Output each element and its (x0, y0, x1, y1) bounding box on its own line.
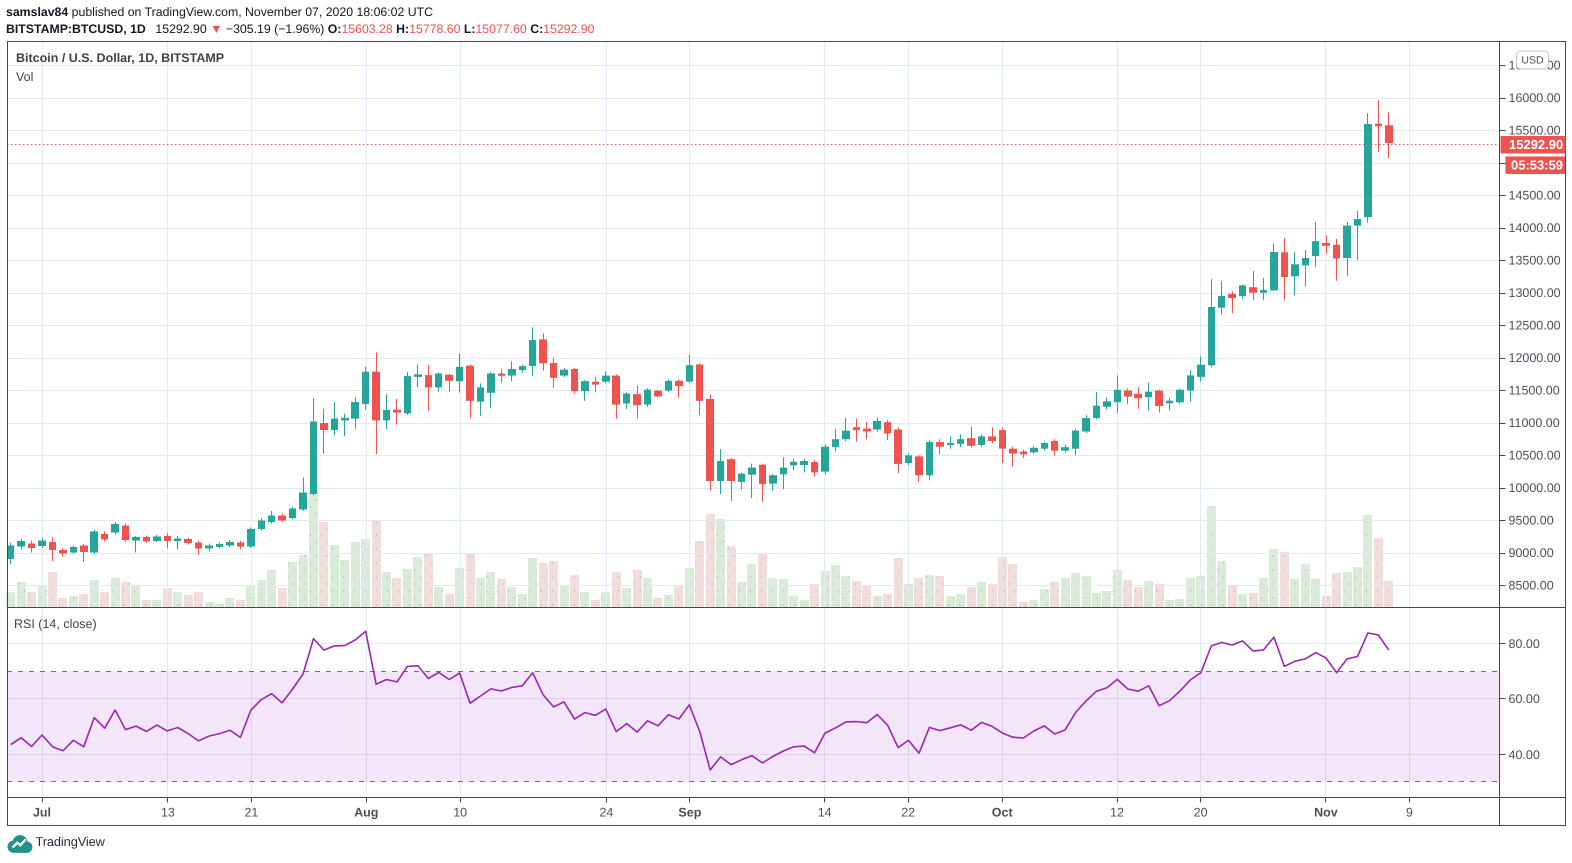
svg-text:40.00: 40.00 (1509, 748, 1540, 762)
svg-text:12000.00: 12000.00 (1509, 351, 1561, 365)
svg-text:12: 12 (1110, 806, 1124, 820)
svg-text:Vol: Vol (16, 70, 33, 84)
svg-text:12500.00: 12500.00 (1509, 319, 1561, 333)
svg-text:Sep: Sep (678, 806, 701, 820)
svg-text:samslav84 published on Trading: samslav84 published on TradingView.com, … (6, 5, 433, 19)
svg-text:14000.00: 14000.00 (1509, 221, 1561, 235)
svg-text:USD: USD (1521, 55, 1544, 67)
svg-text:Jul: Jul (33, 806, 51, 820)
svg-text:60.00: 60.00 (1509, 692, 1540, 706)
svg-text:15292.90: 15292.90 (1509, 137, 1563, 152)
svg-text:10: 10 (453, 806, 467, 820)
svg-text:10500.00: 10500.00 (1509, 449, 1561, 463)
svg-text:TradingView: TradingView (36, 834, 106, 849)
svg-text:Bitcoin / U.S. Dollar, 1D, BIT: Bitcoin / U.S. Dollar, 1D, BITSTAMP (16, 51, 224, 65)
svg-text:9000.00: 9000.00 (1509, 546, 1554, 560)
svg-text:Nov: Nov (1314, 806, 1338, 820)
svg-text:BITSTAMP:BTCUSD, 1D 15292.90: BITSTAMP:BTCUSD, 1D 15292.90 ▼ −305.19 (… (6, 22, 595, 36)
svg-text:24: 24 (599, 806, 613, 820)
svg-text:20: 20 (1194, 806, 1208, 820)
svg-text:80.00: 80.00 (1509, 637, 1540, 651)
svg-text:21: 21 (244, 806, 258, 820)
svg-text:Oct: Oct (992, 806, 1014, 820)
svg-text:05:53:59: 05:53:59 (1511, 158, 1563, 173)
svg-text:14: 14 (818, 806, 832, 820)
svg-text:10000.00: 10000.00 (1509, 481, 1561, 495)
svg-text:Aug: Aug (354, 806, 378, 820)
svg-text:15500.00: 15500.00 (1509, 124, 1561, 138)
svg-text:9500.00: 9500.00 (1509, 514, 1554, 528)
svg-text:8500.00: 8500.00 (1509, 579, 1554, 593)
svg-text:11500.00: 11500.00 (1509, 384, 1560, 398)
svg-text:13500.00: 13500.00 (1509, 254, 1561, 268)
svg-text:16000.00: 16000.00 (1509, 91, 1561, 105)
svg-text:22: 22 (901, 806, 915, 820)
svg-text:14500.00: 14500.00 (1509, 189, 1561, 203)
svg-text:9: 9 (1406, 806, 1413, 820)
svg-text:RSI (14, close): RSI (14, close) (14, 617, 97, 631)
svg-text:11000.00: 11000.00 (1509, 416, 1560, 430)
svg-text:13000.00: 13000.00 (1509, 286, 1561, 300)
svg-text:13: 13 (161, 806, 175, 820)
